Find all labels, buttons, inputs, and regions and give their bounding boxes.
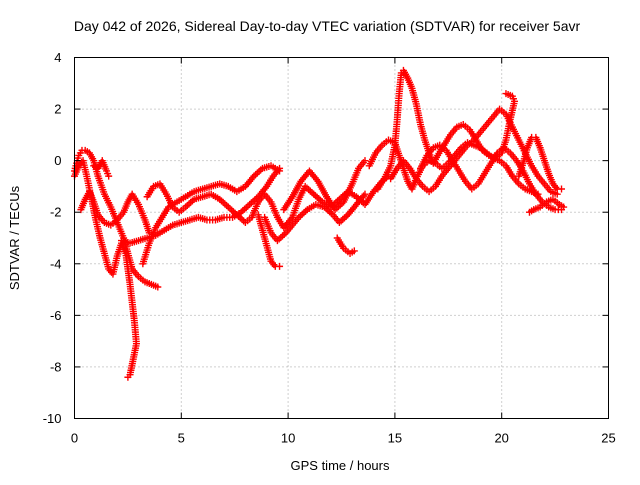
data-point [361, 157, 369, 165]
series-track-d [90, 157, 113, 180]
y-tick-label: -2 [50, 205, 62, 220]
data-point [350, 247, 358, 255]
y-tick-label: 4 [54, 50, 61, 65]
series-track-j [280, 157, 369, 214]
series-track-i [261, 190, 369, 245]
data-layer [71, 66, 568, 381]
chart-title: Day 042 of 2026, Sidereal Day-to-day VTE… [74, 18, 581, 34]
data-point [502, 90, 510, 98]
data-point [154, 283, 162, 291]
data-point [105, 172, 113, 180]
data-point [276, 167, 284, 175]
y-tick-label: -10 [43, 411, 62, 426]
data-point [124, 373, 132, 381]
series-track-c [77, 188, 153, 237]
x-tick-label: 15 [388, 431, 402, 446]
series-track-p [515, 133, 566, 193]
series-track-k [333, 234, 358, 257]
series-track-q [525, 195, 568, 216]
x-tick-label: 25 [601, 431, 615, 446]
data-point [276, 262, 284, 270]
y-tick-label: -8 [50, 359, 62, 374]
series-track-f [139, 162, 284, 268]
x-tick-label: 0 [71, 431, 78, 446]
x-tick-label: 10 [281, 431, 295, 446]
data-point [361, 190, 369, 198]
y-tick-label: 0 [54, 153, 61, 168]
y-tick-label: -4 [50, 256, 62, 271]
data-point [560, 203, 568, 211]
x-axis-label: GPS time / hours [291, 458, 390, 473]
x-tick-label: 5 [178, 431, 185, 446]
y-tick-label: 2 [54, 102, 61, 117]
y-tick-label: -6 [50, 308, 62, 323]
plot-frame [74, 57, 609, 419]
y-axis-label: SDTVAR / TECUs [7, 185, 22, 290]
x-tick-label: 20 [494, 431, 508, 446]
series-track-n [387, 105, 561, 198]
series-track-o [417, 141, 566, 214]
data-point [558, 185, 566, 193]
series-track-h [254, 211, 284, 270]
